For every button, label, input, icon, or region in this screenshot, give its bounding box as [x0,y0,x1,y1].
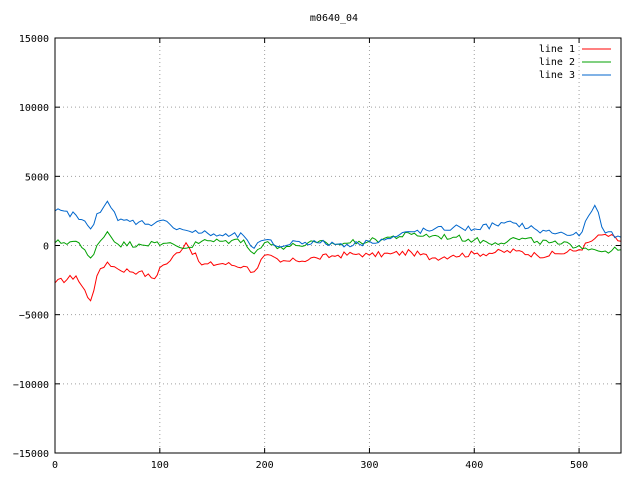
series-lines [54,200,622,302]
y-tick-label: −10000 [13,380,49,391]
x-tick-label: 0 [52,460,58,471]
legend-label: line 2 [539,57,575,68]
y-tick-label: −15000 [13,449,49,460]
y-tick-label: 15000 [19,34,49,45]
x-tick-label: 100 [151,460,169,471]
y-tick-label: 5000 [25,172,49,183]
x-tick-label: 400 [465,460,483,471]
legend-label: line 3 [539,70,575,81]
x-tick-label: 300 [360,460,378,471]
x-tick-label: 200 [256,460,274,471]
axis-ticks [54,37,621,454]
y-tick-label: 0 [43,242,49,253]
legend-label: line 1 [539,44,575,55]
series-line-2 [54,230,622,259]
x-axis-tick-labels: 0 100 200 300 400 500 [52,460,588,471]
x-tick-label: 500 [570,460,588,471]
series-line-1 [54,233,622,302]
y-tick-label: −5000 [19,311,49,322]
grid-lines [55,38,621,453]
chart-title: m0640_04 [310,13,358,24]
y-axis-tick-labels: −15000 −10000 −5000 0 5000 10000 15000 [13,34,49,460]
series-line-3 [54,200,622,250]
y-tick-label: 10000 [19,103,49,114]
legend: line 1 line 2 line 3 [539,44,611,81]
